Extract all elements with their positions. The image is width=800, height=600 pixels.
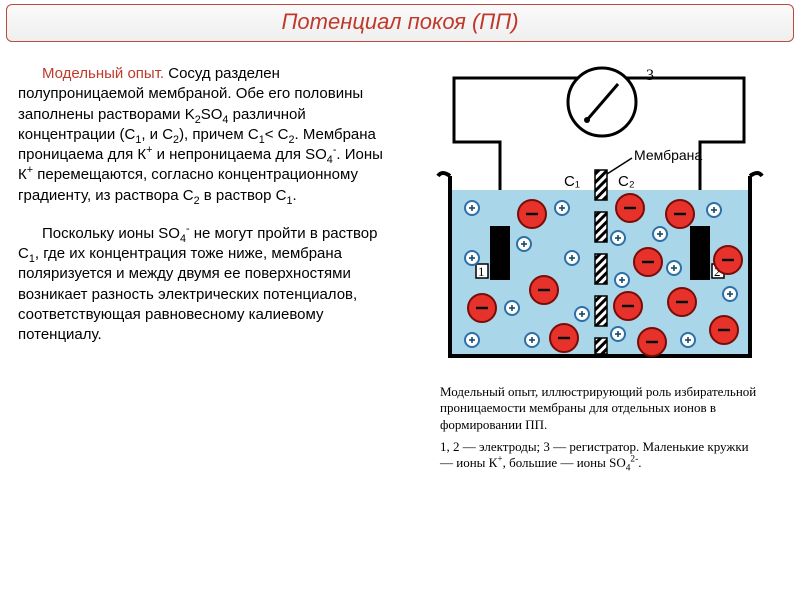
label-1: 1 (478, 264, 485, 279)
title-bar: Потенциал покоя (ПП) (6, 4, 794, 42)
label-membrane: Мембрана (634, 147, 702, 163)
caption-line-1: Модельный опыт, иллюстрирующий роль изби… (440, 384, 760, 433)
figure-caption: Модельный опыт, иллюстрирующий роль изби… (440, 384, 760, 477)
label-c2: C₂ (618, 173, 635, 190)
paragraph-1-rest: Сосуд разделен полупроницаемой мембраной… (18, 65, 383, 204)
paragraph-1: Модельный опыт. Сосуд разделен полупрони… (18, 64, 400, 206)
electrode-1 (490, 226, 510, 280)
electrode-2 (690, 226, 710, 280)
paragraph-2: Поскольку ионы SO4- не могут пройти в ра… (18, 224, 400, 346)
experiment-diagram: 3 Мембра (412, 58, 772, 388)
caption-line-2: 1, 2 — электроды; 3 — регистратор. Мален… (440, 439, 760, 472)
content-row: Модельный опыт. Сосуд разделен полупрони… (0, 42, 800, 363)
lead-text: Модельный опыт. (42, 65, 164, 82)
page-title: Потенциал покоя (ПП) (281, 9, 518, 34)
membrane (595, 170, 607, 354)
label-3: 3 (646, 67, 654, 84)
paragraph-2-body: Поскольку ионы SO4- не могут пройти в ра… (18, 225, 378, 343)
text-column: Модельный опыт. Сосуд разделен полупрони… (18, 64, 400, 363)
label-c1: C₁ (564, 173, 580, 190)
figure-column: 3 Мембра (400, 64, 780, 363)
